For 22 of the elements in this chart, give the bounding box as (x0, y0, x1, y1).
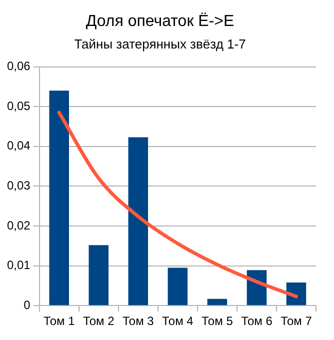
x-tick-label: Том 7 (280, 314, 312, 328)
x-tick-label: Том 2 (82, 314, 115, 328)
y-tick-label: 0,05 (6, 98, 31, 113)
line-series (57, 110, 298, 298)
bar (207, 298, 228, 306)
x-tick-label: Том 4 (162, 314, 194, 328)
x-tick-label: Том 6 (241, 314, 273, 328)
x-tick-label: Том 1 (43, 314, 76, 328)
bar (88, 245, 109, 306)
bar (49, 90, 69, 306)
y-tick-label: 0 (24, 298, 31, 312)
y-tick-label: 0,01 (6, 258, 31, 272)
x-tick-label: Том 5 (202, 314, 234, 328)
chart-title: Доля опечаток Ё->Е (86, 12, 234, 30)
y-tick-label: 0,06 (6, 59, 31, 74)
chart-subtitle: Тайны затерянных звёзд 1-7 (74, 36, 246, 52)
y-tick-label: 0,02 (6, 218, 31, 232)
bar (168, 268, 188, 306)
bar (128, 137, 148, 306)
y-tick-label: 0,04 (6, 138, 31, 153)
y-tick-label: 0,03 (6, 178, 31, 193)
x-tick-label: Том 3 (122, 314, 154, 328)
